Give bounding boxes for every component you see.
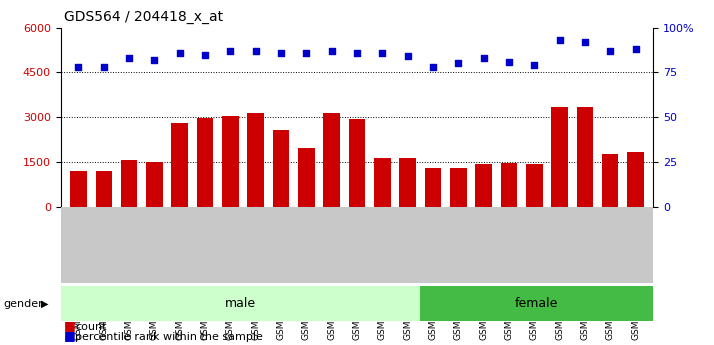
Point (250, 48, 261, 54)
Point (402, 53, 413, 59)
Point (554, 37, 565, 43)
Text: percentile rank within the sample: percentile rank within the sample (75, 332, 263, 342)
Point (301, 50, 312, 56)
Bar (501, 163, 517, 207)
Point (351, 50, 363, 56)
Point (427, 64, 438, 70)
Text: gender: gender (4, 299, 44, 308)
Bar (348, 119, 366, 207)
Point (225, 48, 236, 54)
Text: male: male (225, 297, 256, 310)
Point (503, 59, 515, 65)
Point (174, 50, 186, 56)
Bar (70, 171, 86, 207)
Text: female: female (515, 297, 558, 310)
Bar (399, 158, 416, 207)
Bar (602, 154, 618, 207)
Point (73, 64, 84, 70)
Text: ■: ■ (64, 329, 80, 342)
Point (124, 55, 135, 61)
Bar (121, 160, 137, 207)
Bar (222, 116, 238, 207)
Bar (61, 286, 421, 321)
Bar (273, 130, 289, 207)
Point (276, 50, 287, 56)
Bar (171, 123, 188, 207)
Bar (450, 168, 466, 207)
Bar (421, 286, 653, 321)
Bar (551, 107, 568, 207)
Bar (425, 168, 441, 207)
Point (605, 48, 616, 54)
Point (630, 46, 641, 52)
Text: count: count (75, 322, 106, 332)
Text: ■: ■ (64, 319, 80, 332)
Bar (96, 171, 112, 207)
Point (453, 61, 464, 66)
Bar (248, 113, 264, 207)
Bar (197, 118, 213, 207)
Point (528, 62, 540, 68)
Point (98, 64, 109, 70)
Bar (628, 152, 644, 207)
Text: GDS564 / 204418_x_at: GDS564 / 204418_x_at (64, 10, 223, 24)
Bar (577, 107, 593, 207)
Bar (526, 164, 543, 207)
Bar (323, 113, 340, 207)
Point (376, 50, 388, 56)
Point (478, 55, 489, 61)
Bar (298, 148, 315, 207)
Bar (476, 164, 492, 207)
Bar (146, 162, 163, 207)
Point (149, 57, 160, 63)
Bar (374, 158, 391, 207)
Text: ▶: ▶ (41, 299, 49, 308)
Point (199, 52, 211, 57)
Point (579, 39, 590, 45)
Point (326, 48, 338, 54)
